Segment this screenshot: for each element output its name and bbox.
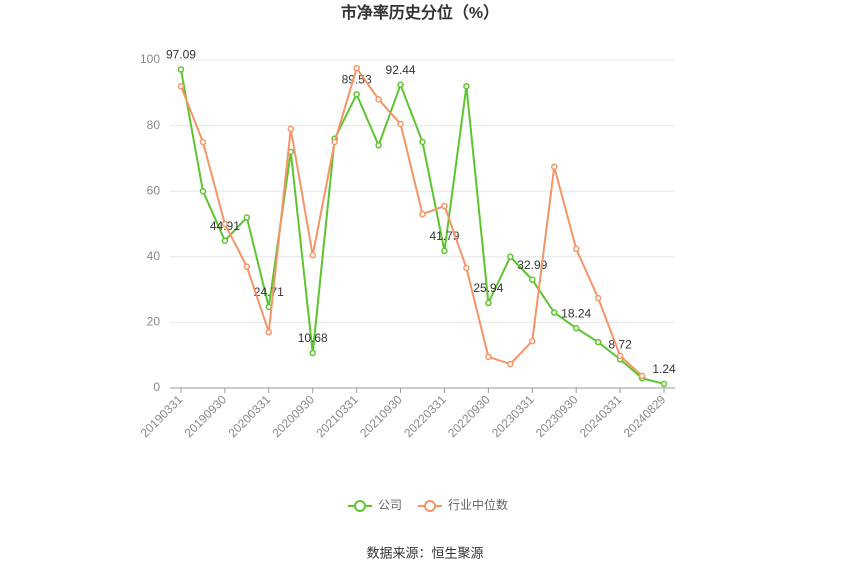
point: [221, 220, 229, 228]
y-tick-label: 100: [140, 52, 160, 66]
point: [419, 138, 426, 146]
point: [177, 82, 185, 90]
y-tick-label: 80: [147, 118, 161, 132]
data-label: 89.53: [342, 73, 372, 87]
legend-marker: [354, 500, 366, 512]
point: [199, 187, 207, 195]
y-tick-label: 40: [147, 249, 161, 263]
point: [463, 82, 470, 90]
point: [485, 299, 492, 307]
y-tick-label: 20: [147, 315, 161, 329]
x-tick-label: 20220930: [445, 392, 493, 440]
point: [507, 360, 514, 368]
data-label: 97.09: [166, 48, 196, 62]
x-tick-label: 20210331: [313, 392, 361, 440]
point: [529, 337, 536, 345]
legend-label: 行业中位数: [448, 497, 508, 512]
series-line: [180, 65, 643, 377]
point: [441, 202, 448, 210]
x-tick-label: 20190331: [138, 392, 186, 440]
point: [375, 142, 382, 149]
data-label: 10.68: [298, 331, 328, 345]
point: [572, 245, 580, 253]
point: [397, 81, 404, 89]
y-tick-label: 0: [153, 380, 160, 394]
point: [594, 294, 602, 302]
point: [353, 64, 360, 72]
chart-title: 市净率历史分位（%）: [341, 3, 499, 22]
point: [529, 276, 536, 284]
data-label: 24.71: [254, 285, 284, 299]
x-tick-label: 20190930: [182, 392, 230, 440]
x-tick-label: 20220331: [401, 392, 449, 440]
point: [243, 263, 251, 270]
point: [638, 372, 646, 380]
point: [441, 247, 448, 255]
point: [309, 349, 316, 357]
data-label: 41.79: [429, 229, 459, 243]
data-label: 92.44: [386, 63, 416, 77]
point: [331, 138, 338, 146]
x-tick-label: 20230930: [533, 392, 581, 440]
point: [660, 380, 668, 388]
x-tick-label: 20200331: [226, 392, 274, 440]
data-label: 32.99: [517, 258, 547, 272]
point: [287, 125, 295, 133]
data-label: 8.72: [608, 338, 632, 352]
point: [419, 210, 426, 218]
point: [243, 214, 251, 221]
point: [177, 66, 185, 73]
point: [485, 353, 492, 361]
data-label: 18.24: [561, 306, 591, 320]
x-tick-label: 20200930: [269, 392, 317, 440]
y-tick-label: 60: [147, 183, 161, 197]
source: 数据来源：恒生聚源: [366, 545, 483, 560]
point: [594, 338, 602, 346]
point: [375, 96, 382, 103]
point: [550, 309, 558, 316]
point: [221, 237, 229, 244]
series-line: [179, 69, 665, 385]
data-label: 25.94: [473, 281, 503, 295]
point: [265, 328, 273, 336]
x-tick-label: 20230331: [489, 392, 537, 440]
point: [507, 253, 514, 261]
point: [550, 163, 558, 171]
point: [616, 352, 624, 360]
point: [199, 138, 207, 146]
data-label: 1.24: [652, 362, 676, 376]
x-tick-label: 20240829: [621, 392, 669, 440]
x-tick-label: 20210930: [357, 392, 405, 440]
point: [309, 251, 316, 259]
point: [397, 120, 404, 128]
x-tick-label: 20240331: [577, 392, 625, 440]
point: [353, 91, 360, 98]
point: [572, 324, 580, 332]
legend-marker: [424, 500, 437, 512]
point: [463, 264, 470, 272]
legend-label: 公司: [378, 498, 402, 512]
